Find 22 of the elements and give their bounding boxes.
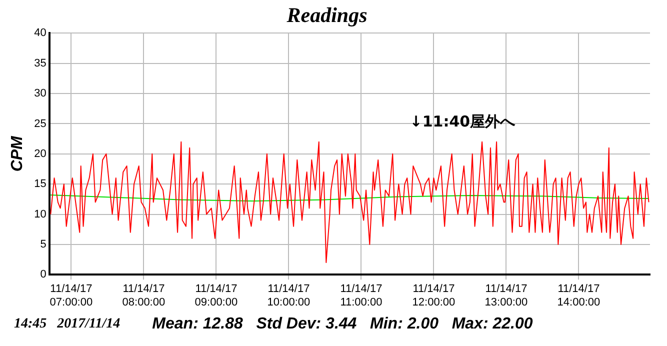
x-tick-label: 11/14/17 07:00:00 — [50, 283, 93, 308]
x-tick-label: 11/14/17 08:00:00 — [122, 283, 166, 308]
y-tick-label: 0 — [40, 268, 46, 281]
x-tick-label: 11/14/17 13:00:00 — [484, 283, 528, 308]
y-tick-label: 10 — [34, 208, 46, 220]
text: 14:45 2017/11/14 — [14, 316, 120, 332]
y-tick-label: 30 — [34, 88, 46, 100]
x-tick-label: 11/14/17 09:00:00 — [194, 283, 238, 308]
text: Mean: 12.88 Std Dev: 3.44 Min: 2.00 Max: 22.00 — [152, 315, 533, 332]
y-axis-title: CPM — [9, 135, 26, 172]
x-tick-label: 11/14/17 10:00:00 — [267, 283, 310, 308]
x-tick-label: 11/14/17 11:00:00 — [340, 283, 382, 308]
chart-title: Readings — [286, 3, 368, 28]
y-tick-label: 15 — [34, 178, 46, 190]
y-tick-label: 40 — [34, 27, 46, 40]
y-tick-label: 25 — [34, 118, 46, 130]
x-tick-label: 11/14/17 12:00:00 — [412, 283, 456, 308]
y-tick-label: 5 — [40, 238, 46, 250]
y-tick-label: 20 — [34, 148, 46, 160]
x-tick-label: 11/14/17 14:00:00 — [557, 283, 600, 308]
y-tick-label: 35 — [34, 57, 46, 70]
annotation: ↓11:40屋外へ — [410, 112, 516, 130]
